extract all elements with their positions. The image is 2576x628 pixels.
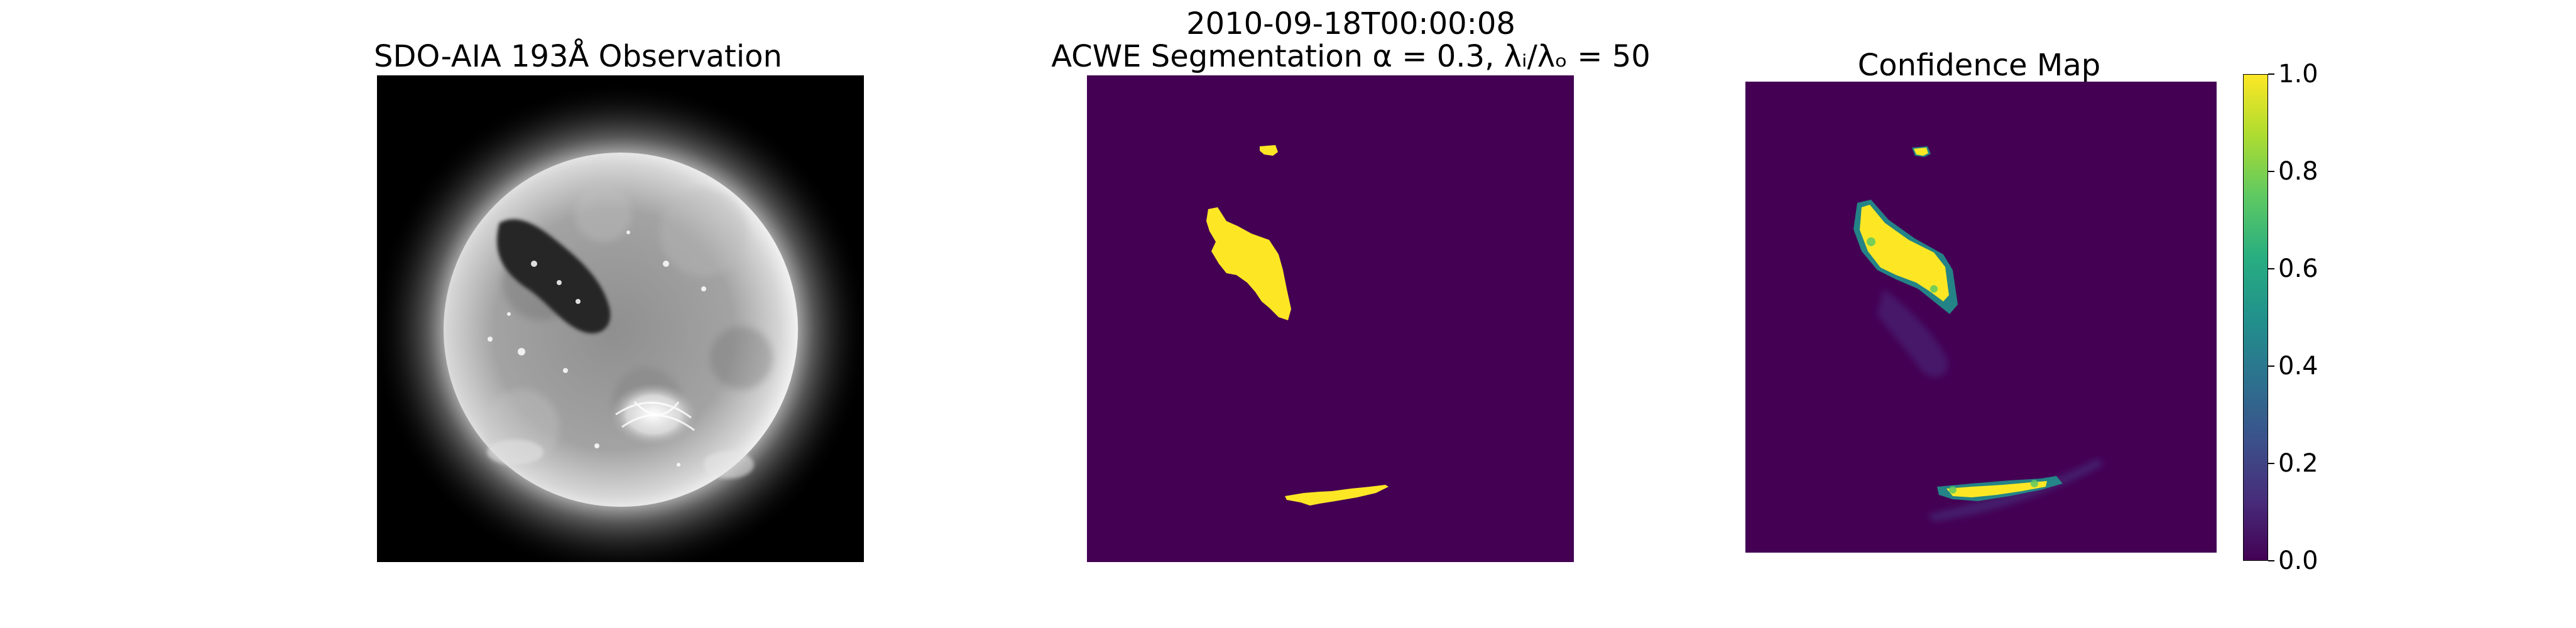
colorbar-tick-label: 0.6 [2278,254,2318,283]
figure-suptitle: 2010-09-18T00:00:08 [1186,6,1515,41]
colorbar-tick-mark [2268,365,2274,367]
panel-3-title: Confidence Map [1857,48,2101,83]
colorbar-tick-mark [2268,268,2274,269]
segmentation-mask [1087,75,1574,562]
panel-1-title: SDO-AIA 193Å Observation [374,39,782,74]
colorbar-tick-mark [2268,73,2274,75]
colorbar-tick-label: 0.2 [2278,449,2318,478]
colorbar-tick-label: 0.4 [2278,352,2318,381]
confidence-map [1745,82,2217,553]
colorbar-tick-label: 0.8 [2278,157,2318,186]
colorbar [2243,74,2268,561]
colorbar-tick-mark [2268,171,2274,172]
colorbar-tick-label: 0.0 [2278,546,2318,575]
colorbar-tick-label: 1.0 [2278,60,2318,89]
observation-image [377,75,864,562]
colorbar-tick-mark [2268,560,2274,561]
colorbar-tick-mark [2268,463,2274,464]
panel-2-title: ACWE Segmentation α = 0.3, λᵢ/λₒ = 50 [1051,39,1651,74]
